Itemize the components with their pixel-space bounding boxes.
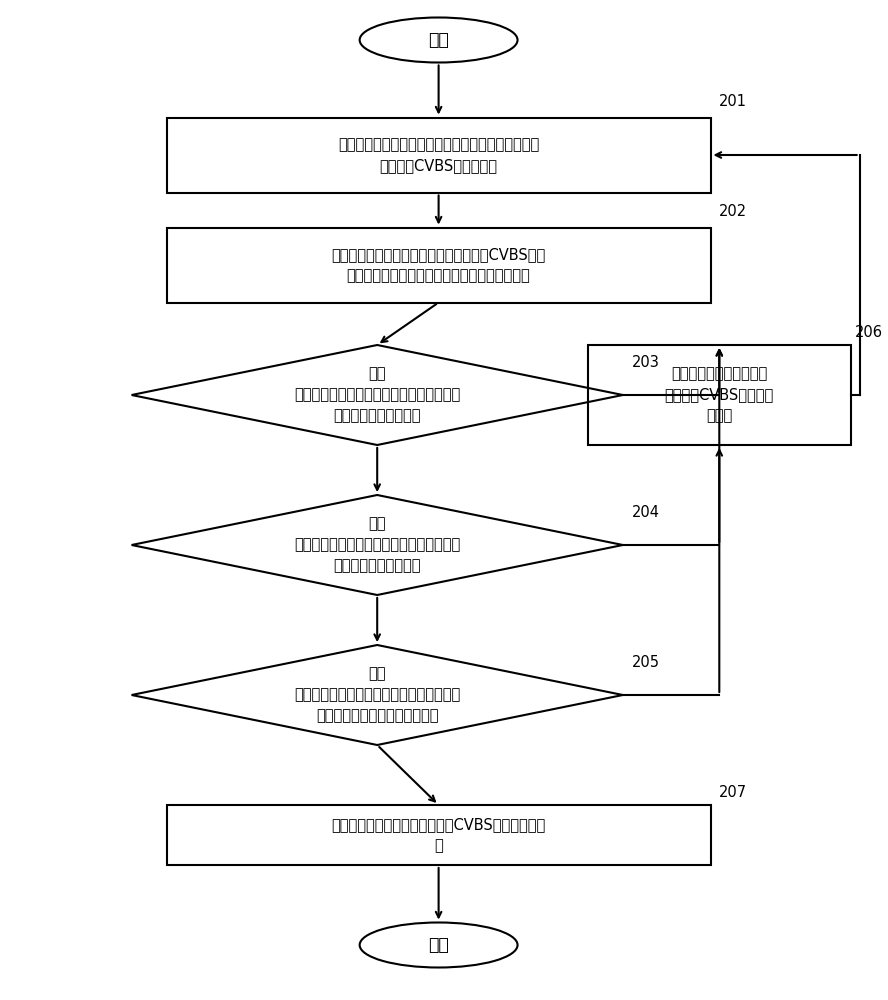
Text: 203: 203 xyxy=(631,355,660,370)
Text: 按照当前所选制式的参数，对当前输入的CVBS信号
进行解码，得到用于判定制式的要素的检测结果: 按照当前所选制式的参数，对当前输入的CVBS信号 进行解码，得到用于判定制式的要… xyxy=(331,247,546,283)
Text: 判定当前所选制式为当前输入的CVBS信号的实际制
式: 判定当前所选制式为当前输入的CVBS信号的实际制 式 xyxy=(331,817,546,853)
Text: 205: 205 xyxy=(631,655,660,670)
Text: 判断
得到的色同步信号逐行倒相是否与当前所选
制式的色同步信号逐行倒相相符: 判断 得到的色同步信号逐行倒相是否与当前所选 制式的色同步信号逐行倒相相符 xyxy=(294,666,460,724)
Text: 判断
得到的色度副载波频率是否与当前所选制式
的色度副载波频率相符: 判断 得到的色度副载波频率是否与当前所选制式 的色度副载波频率相符 xyxy=(294,516,460,574)
Text: 201: 201 xyxy=(719,95,748,109)
Text: 202: 202 xyxy=(719,205,748,220)
Text: 204: 204 xyxy=(631,505,660,520)
Text: 判定当前所选制式不是当
前输入的CVBS信号的实
际制式: 判定当前所选制式不是当 前输入的CVBS信号的实 际制式 xyxy=(665,366,774,424)
Text: 从所有可能的制式中选择一种未检测的制式，作为当
前输入的CVBS信号的制式: 从所有可能的制式中选择一种未检测的制式，作为当 前输入的CVBS信号的制式 xyxy=(338,137,539,173)
Text: 判断
得到的行频率和场频率是否与当前所选制式
的行频率和场频率相符: 判断 得到的行频率和场频率是否与当前所选制式 的行频率和场频率相符 xyxy=(294,366,460,424)
Text: 206: 206 xyxy=(855,325,884,340)
Text: 207: 207 xyxy=(719,785,748,800)
Text: 结束: 结束 xyxy=(428,936,449,954)
Text: 开始: 开始 xyxy=(428,31,449,49)
